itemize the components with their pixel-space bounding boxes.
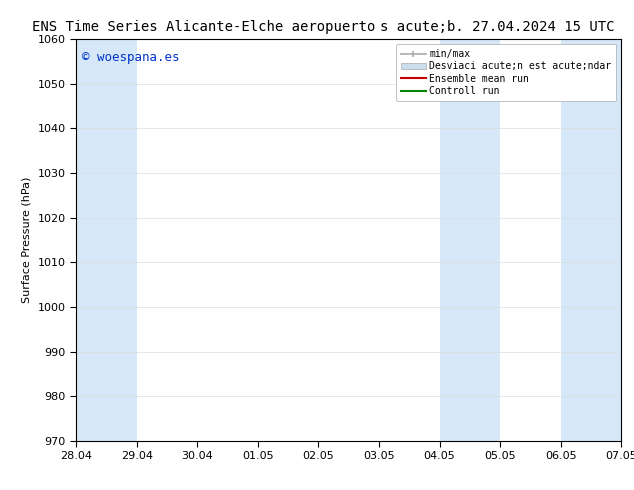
Text: © woespana.es: © woespana.es <box>82 51 179 64</box>
Text: s acute;b. 27.04.2024 15 UTC: s acute;b. 27.04.2024 15 UTC <box>380 20 615 34</box>
Legend: min/max, Desviaci acute;n est acute;ndar, Ensemble mean run, Controll run: min/max, Desviaci acute;n est acute;ndar… <box>396 44 616 101</box>
Bar <box>76 39 137 441</box>
Bar <box>560 39 621 441</box>
Text: ENS Time Series Alicante-Elche aeropuerto: ENS Time Series Alicante-Elche aeropuert… <box>32 20 375 34</box>
Bar <box>439 39 500 441</box>
Y-axis label: Surface Pressure (hPa): Surface Pressure (hPa) <box>22 177 32 303</box>
